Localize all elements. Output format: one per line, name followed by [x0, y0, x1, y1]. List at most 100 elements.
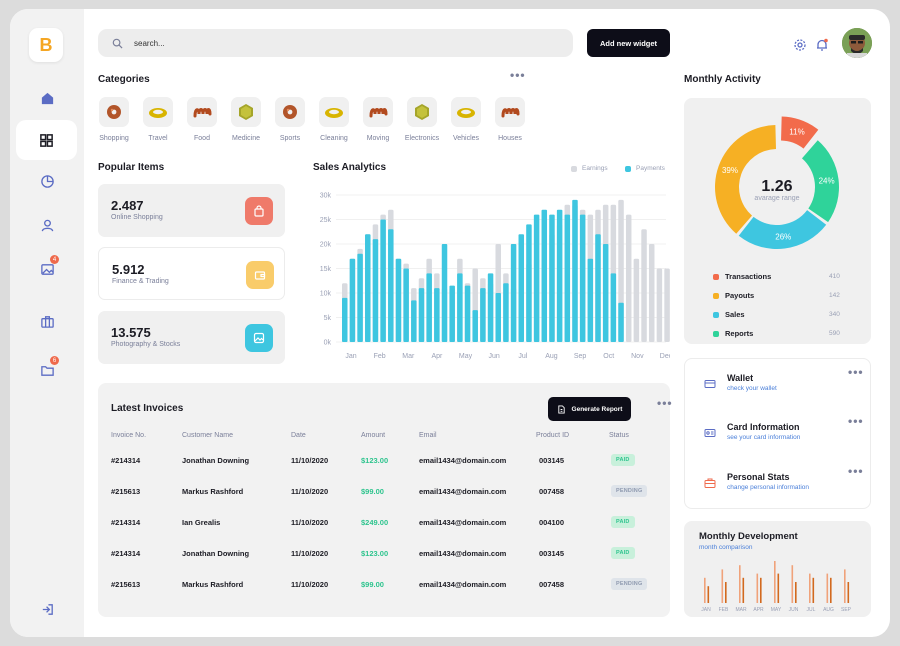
- category-label: Electronics: [404, 135, 440, 142]
- payments-bar: [449, 285, 455, 342]
- gear-icon[interactable]: [793, 38, 807, 52]
- x-tick-label: APR: [753, 607, 764, 613]
- briefcase-icon: [40, 315, 54, 328]
- y-tick-label: 5k: [324, 315, 332, 322]
- personal-stats-more-button[interactable]: •••: [848, 464, 864, 478]
- popular-card-finance[interactable]: 5.912 Finance & Trading: [98, 247, 285, 300]
- category-label: Travel: [148, 135, 168, 142]
- category-label: Cleaning: [320, 135, 348, 142]
- sidebar-item-logout[interactable]: [10, 589, 84, 629]
- popular-card-shopping[interactable]: 2.487 Online Shopping: [98, 184, 285, 237]
- payments-bar: [533, 214, 540, 342]
- cell-amount: $123.00: [361, 549, 389, 558]
- monthly-activity-title: Monthly Activity: [684, 74, 761, 85]
- development-subtitle: month comparison: [699, 544, 753, 551]
- cell-pid: 007458: [539, 487, 565, 496]
- category-vehicles[interactable]: Vehicles: [448, 97, 484, 142]
- column-header: Date: [291, 432, 306, 439]
- legend-sales: Sales: [713, 310, 745, 319]
- category-travel[interactable]: Travel: [140, 97, 176, 142]
- payments-bar: [457, 273, 463, 342]
- development-bar: [760, 577, 762, 603]
- folder-icon: [40, 365, 54, 376]
- wallet-card[interactable]: Wallet check your wallet •••: [684, 358, 871, 409]
- personal-stats-card[interactable]: Personal Stats change personal informati…: [684, 458, 871, 509]
- x-tick-label: Nov: [631, 353, 644, 360]
- payments-bar: [510, 244, 517, 342]
- cell-email: email1434@domain.com: [419, 518, 507, 527]
- id-card-icon: [704, 429, 716, 437]
- sidebar-item-work[interactable]: [10, 301, 84, 341]
- sidebar-item-users[interactable]: [10, 205, 84, 245]
- sidebar-item-files[interactable]: 6: [10, 350, 84, 390]
- user-icon: [41, 219, 53, 231]
- payments-bar: [564, 214, 571, 342]
- status-badge: PAID: [611, 547, 635, 559]
- cell-date: 11/10/2020: [291, 456, 329, 465]
- category-cleaning[interactable]: Cleaning: [316, 97, 352, 142]
- payments-bar: [395, 258, 402, 342]
- x-tick-label: Mar: [402, 353, 415, 360]
- development-bar: [707, 586, 710, 603]
- x-tick-label: Dec: [660, 353, 670, 360]
- categories-more-button[interactable]: •••: [510, 68, 526, 82]
- cell-no: #214314: [111, 456, 141, 465]
- development-title: Monthly Development: [699, 531, 798, 542]
- category-food[interactable]: Food: [184, 97, 220, 142]
- cell-pid: 003145: [539, 456, 565, 465]
- payments-bar: [411, 300, 417, 342]
- bell-icon[interactable]: [815, 38, 829, 52]
- payments-bar: [526, 224, 532, 342]
- popular-card-photography[interactable]: 13.575 Photography & Stocks: [98, 311, 285, 364]
- x-tick-label: Jan: [345, 353, 356, 360]
- development-bar: [847, 582, 850, 603]
- category-moving[interactable]: Moving: [360, 97, 396, 142]
- wallet-icon: [246, 261, 274, 289]
- sidebar-item-analytics[interactable]: [10, 161, 84, 201]
- generate-report-button[interactable]: Generate Report: [548, 397, 631, 421]
- x-tick-label: Jun: [489, 353, 500, 360]
- x-tick-label: MAY: [771, 607, 782, 613]
- user-avatar[interactable]: [842, 28, 872, 58]
- category-icon: [99, 97, 129, 127]
- invoices-more-button[interactable]: •••: [657, 396, 673, 410]
- legend-payments: Payments: [625, 165, 665, 172]
- sales-analytics-chart: 0k 5k 10k 15k 20k 25k 30k Jan Feb Mar Apr May Jun Jul…: [320, 193, 670, 361]
- payments-bar: [579, 214, 586, 342]
- x-tick-label: JUL: [807, 607, 816, 613]
- sidebar-item-home[interactable]: [10, 78, 84, 118]
- cell-email: email1434@domain.com: [419, 549, 507, 558]
- category-electronics[interactable]: Electronics: [404, 97, 440, 142]
- earnings-bar: [633, 258, 640, 342]
- monthly-development-panel: Monthly Development month comparison JAN…: [684, 521, 871, 617]
- category-icon: [495, 97, 525, 127]
- legend-reports: Reports: [713, 329, 753, 338]
- slice-label: 26%: [775, 233, 791, 242]
- category-label: Moving: [366, 135, 390, 142]
- cell-name: Markus Rashford: [182, 580, 244, 589]
- wallet-more-button[interactable]: •••: [848, 365, 864, 379]
- popular-value: 2.487: [111, 198, 144, 213]
- card-information-card[interactable]: Card Information see your card informati…: [684, 408, 871, 459]
- category-houses[interactable]: Houses: [492, 97, 528, 142]
- earnings-bar: [641, 229, 647, 342]
- legend-transactions: Transactions: [713, 272, 771, 281]
- categories-title: Categories: [98, 74, 150, 85]
- popular-value: 13.575: [111, 325, 151, 340]
- add-widget-button[interactable]: Add new widget: [587, 29, 670, 57]
- category-sports[interactable]: Sports: [272, 97, 308, 142]
- category-shopping[interactable]: Shopping: [96, 97, 132, 142]
- sidebar-item-dashboard[interactable]: [16, 120, 77, 160]
- cell-name: Ian Grealis: [182, 518, 221, 527]
- sidebar-item-gallery[interactable]: 4: [10, 249, 84, 289]
- payments-bar: [342, 297, 348, 342]
- invoices-title: Latest Invoices: [111, 403, 184, 414]
- app-logo[interactable]: B: [29, 28, 63, 62]
- search-bar[interactable]: [98, 29, 573, 57]
- category-label: Vehicles: [452, 135, 480, 142]
- card-information-more-button[interactable]: •••: [848, 414, 864, 428]
- search-input[interactable]: [134, 38, 534, 48]
- payments-bar: [441, 244, 448, 342]
- category-medicine[interactable]: Medicine: [228, 97, 264, 142]
- card-icon: [704, 380, 716, 388]
